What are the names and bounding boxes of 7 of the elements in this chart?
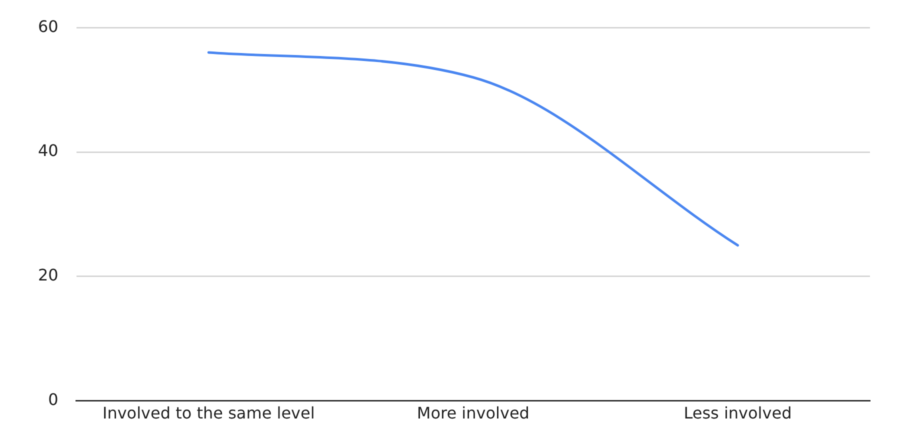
y-tick-label: 20 [38,266,58,285]
y-tick-label: 60 [38,16,58,36]
x-tick-label: Less involved [684,404,792,423]
x-tick-label: More involved [416,404,530,423]
y-tick-label: 40 [38,141,58,160]
y-tick-label: 0 [48,390,58,409]
x-tick-label: Involved to the same level [102,404,315,423]
